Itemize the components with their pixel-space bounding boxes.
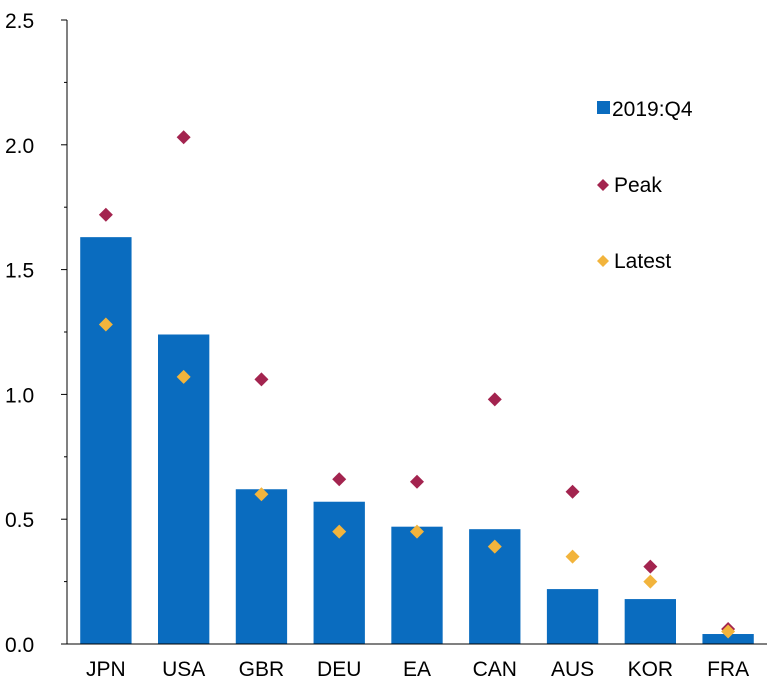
x-tick-label-usa: USA [162,658,205,681]
legend-marker-latest [597,255,609,267]
marker-peak-aus [565,484,580,499]
marker-latest-ea [410,524,424,539]
bar-ea [391,526,443,644]
marker-latest-jpn [98,317,113,332]
x-axis: JPN USA GBR DEU EA CAN AUS KOR FRA [67,643,767,681]
bar-usa [158,334,210,644]
y-axis: 0.0 0.5 1.0 1.5 2.0 2.5 [5,10,68,657]
legend: 2019:Q4 Peak Latest [597,98,693,273]
y-tick-label: 1.0 [5,384,34,407]
legend-label-latest: Latest [614,250,671,273]
y-tick-label: 0.0 [5,634,34,657]
x-tick-label-kor: KOR [628,658,674,681]
bar-fra [702,634,754,644]
bar-jpn [80,237,132,645]
legend-label-peak: Peak [614,174,662,197]
marker-peak-deu [332,472,347,487]
marker-peak-can [487,392,502,407]
marker-peak-kor [643,559,658,574]
bar-gbr [235,489,288,644]
x-tick-label-aus: AUS [551,658,594,681]
legend-label-2019q4: 2019:Q4 [612,98,693,121]
marker-peak-usa [176,130,191,145]
marker-latest-gbr [254,487,269,502]
bar-kor [624,599,676,644]
marker-latest-deu [332,524,347,539]
marker-latest-kor [643,574,658,589]
bar-aus [546,589,599,644]
x-tick-label-jpn: JPN [86,658,126,681]
y-tick-label: 2.0 [5,135,34,158]
markers [98,130,736,639]
marker-peak-ea [410,474,424,489]
marker-latest-aus [565,549,580,564]
bars-2019q4 [80,237,754,645]
x-tick-label-gbr: GBR [239,658,285,681]
x-tick-label-can: CAN [473,658,517,681]
x-tick-label-fra: FRA [707,658,749,681]
y-tick-label: 1.5 [5,260,34,283]
y-tick-label: 0.5 [5,509,34,532]
marker-peak-jpn [98,207,113,222]
y-tick-label: 2.5 [5,10,34,33]
marker-latest-can [487,539,502,554]
marker-peak-gbr [254,372,269,387]
legend-swatch-2019q4 [597,101,610,114]
marker-latest-fra [721,624,736,639]
marker-latest-usa [176,369,191,384]
x-tick-label-deu: DEU [317,658,361,681]
legend-marker-peak [597,179,609,191]
x-tick-label-ea: EA [403,658,431,681]
bar-deu [313,501,365,644]
